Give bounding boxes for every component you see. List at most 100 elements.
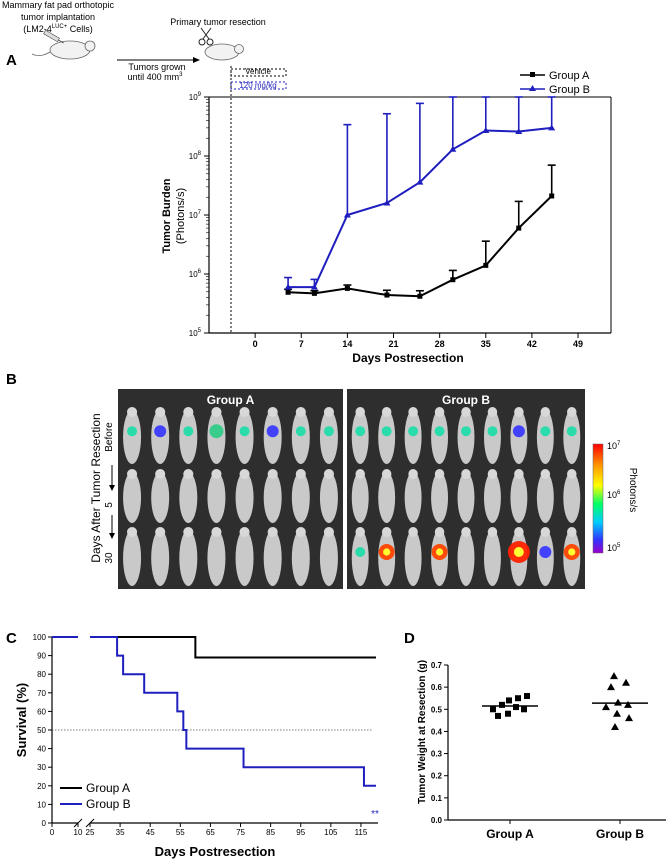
y-tick-label-a: 108 — [189, 151, 202, 161]
mouse-image — [151, 527, 170, 586]
y-axis-label-a: Tumor Burden — [161, 178, 173, 253]
data-point — [417, 293, 423, 299]
data-point — [416, 178, 424, 185]
scissors-icon — [198, 27, 214, 46]
mouse-head — [183, 407, 194, 417]
x-tick-label-c: 95 — [296, 828, 305, 837]
mouse-body — [319, 530, 338, 586]
panel-b: B Group A Group B Days After Tumor Resect… — [6, 371, 638, 589]
y-tick-label-d: 0.4 — [431, 727, 443, 736]
data-point — [284, 283, 292, 290]
mouse-head — [211, 407, 222, 417]
y-tick-label-d: 0.2 — [431, 772, 443, 781]
x-tick-label-c: 105 — [324, 828, 338, 837]
mouse-body — [483, 410, 501, 464]
mouse-image — [263, 469, 282, 523]
x-tick-label-c: 85 — [266, 828, 275, 837]
data-point — [310, 283, 318, 290]
data-point — [613, 709, 621, 717]
panel-letter-d: D — [404, 630, 415, 647]
significance-marker: ** — [371, 809, 379, 820]
mouse-head — [461, 469, 471, 479]
dose-label: 120 mg/kg — [239, 81, 276, 90]
mouse-body — [431, 472, 449, 523]
mouse-image — [378, 527, 396, 586]
mouse-head — [567, 407, 577, 417]
signal-blob — [154, 425, 167, 438]
data-point — [610, 672, 618, 680]
x-tick-label-c: 25 — [86, 828, 95, 837]
data-point — [548, 124, 556, 131]
mouse-body — [536, 472, 554, 523]
data-point — [624, 700, 632, 708]
mouse-image — [123, 469, 142, 523]
mouse-image — [319, 469, 338, 523]
x-tick-label-a: 21 — [389, 339, 399, 349]
mouse-head — [514, 469, 524, 479]
mouse-image — [510, 407, 528, 464]
series-line — [288, 195, 553, 298]
signal-blob — [239, 426, 250, 437]
x-tick-label-c: 35 — [116, 828, 125, 837]
legend-a: Group A Group B — [520, 70, 590, 96]
mouse-head — [323, 527, 334, 537]
mouse-image — [404, 469, 422, 523]
mouse-image — [563, 469, 581, 523]
y-tick-label-c: 30 — [37, 763, 46, 772]
mouse-body — [179, 472, 198, 523]
mouse-body — [291, 530, 310, 586]
mouse-head — [487, 407, 498, 417]
signal-blob — [355, 547, 366, 557]
mouse-body — [457, 472, 475, 523]
mouse-image — [483, 527, 501, 586]
data-point — [611, 723, 619, 730]
mouse-image — [263, 407, 282, 464]
data-point — [513, 704, 519, 711]
mouse-body — [351, 410, 369, 464]
mouse-body — [431, 410, 449, 464]
mouse-image — [563, 527, 581, 586]
mouse-image — [404, 407, 422, 464]
mouse-image — [351, 527, 369, 586]
mouse-image — [319, 527, 338, 586]
colorbar-label: Photons/s — [627, 468, 638, 512]
implant-label-line2: tumor implantation — [21, 12, 95, 22]
data-point — [549, 193, 555, 199]
mouse-image — [351, 407, 369, 464]
mouse-body — [263, 530, 282, 586]
data-point — [482, 127, 490, 134]
mouse-head — [155, 407, 166, 417]
arrow-label-line2: until 400 mm3 — [128, 72, 184, 82]
mouse-head — [540, 469, 551, 479]
resection-label: Primary tumor resection — [170, 17, 266, 27]
y-tick-label-c: 40 — [37, 745, 46, 754]
survival-curve-group-a — [90, 636, 376, 659]
signal-core — [383, 548, 391, 556]
signal-blob — [381, 426, 392, 437]
y-tick-label-c: 60 — [37, 707, 46, 716]
data-point — [483, 262, 489, 268]
mouse-head — [211, 527, 222, 537]
data-point — [343, 211, 351, 218]
signal-core — [435, 548, 444, 556]
mouse-image — [536, 469, 554, 523]
signal-blob — [434, 426, 445, 437]
mouse-head — [461, 407, 471, 417]
mouse-head — [381, 469, 392, 479]
mouse-head — [567, 527, 577, 537]
mouse-head — [267, 407, 278, 417]
signal-blob — [408, 426, 419, 437]
mouse-head — [239, 527, 250, 537]
data-point — [524, 693, 530, 699]
legend-a-group-a: Group A — [549, 70, 590, 82]
mouse-head — [155, 469, 166, 479]
mouse-head — [408, 469, 418, 479]
arrow-label-line1: Tumors grown — [128, 62, 185, 72]
mouse-head — [155, 527, 166, 537]
x-tick-label-a: 28 — [435, 339, 445, 349]
mouse-body — [378, 410, 396, 464]
mouse-image — [351, 469, 369, 523]
mouse-head — [540, 527, 551, 537]
legend-c-group-b: Group B — [86, 797, 131, 811]
mouse-head — [567, 469, 577, 479]
